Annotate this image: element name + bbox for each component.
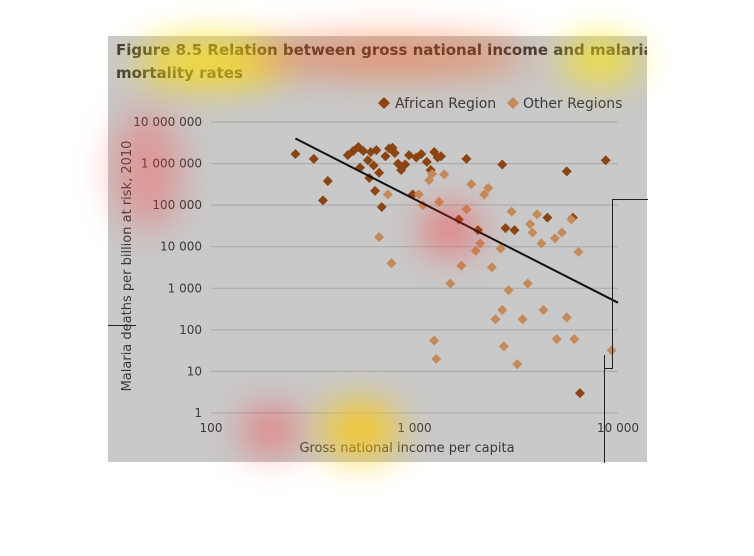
- legend-label-african: African Region: [395, 96, 496, 112]
- african-region-point: [355, 162, 366, 173]
- african-region-point: [416, 148, 427, 159]
- other-regions-point: [536, 238, 547, 249]
- y-tick-label: 1: [194, 406, 202, 420]
- y-tick-label: 10 000: [160, 240, 202, 254]
- gridlines: [211, 121, 618, 414]
- x-axis-label: Gross national income per capita: [299, 441, 514, 456]
- other-regions-point: [434, 196, 445, 207]
- other-regions-point: [498, 341, 509, 352]
- african-region-point: [600, 155, 611, 166]
- other-regions-point: [512, 359, 523, 370]
- other-regions-point: [551, 334, 562, 345]
- african-region-point: [370, 185, 381, 196]
- other-regions-point: [427, 169, 438, 180]
- legend: African Region Other Regions: [378, 96, 622, 112]
- chart-title-line-2: mortality rates: [116, 64, 243, 82]
- other-regions-point: [566, 214, 577, 225]
- other-regions-point: [503, 285, 514, 296]
- other-regions-point: [569, 334, 580, 345]
- african-region-point: [542, 212, 553, 223]
- african-region-point: [308, 153, 319, 164]
- other-regions-point: [495, 243, 506, 254]
- y-tick-label: 100: [179, 323, 202, 337]
- legend-marker-african: [378, 97, 390, 109]
- african-region-point: [376, 202, 387, 213]
- african-region-point: [374, 167, 385, 178]
- edge-line-right-vertical: [612, 199, 613, 369]
- african-region-point: [400, 159, 411, 170]
- other-regions-point: [606, 345, 617, 356]
- other-regions-point: [525, 219, 536, 230]
- african-region-point: [348, 146, 359, 157]
- other-regions-point: [456, 260, 467, 271]
- other-regions-point: [483, 182, 494, 193]
- chart-title-line-1: Figure 8.5 Relation between gross nation…: [116, 41, 647, 59]
- other-regions-point: [561, 312, 572, 323]
- x-tick-label: 10 000: [597, 421, 639, 435]
- african-region-point: [371, 145, 382, 156]
- y-tick-label: 10 000 000: [133, 115, 202, 129]
- african-region-point: [500, 223, 511, 234]
- other-regions-point: [517, 314, 528, 325]
- african-region-point: [380, 151, 391, 162]
- data-points: [290, 142, 617, 399]
- edge-line-right-top: [612, 199, 648, 200]
- african-region-point: [574, 388, 585, 399]
- legend-marker-other: [507, 97, 519, 109]
- y-axis-label: Malaria deaths per billion at risk, 2010: [120, 141, 135, 392]
- other-regions-point: [549, 233, 560, 244]
- other-regions-point: [466, 179, 477, 190]
- edge-line-left: [108, 325, 136, 326]
- chart-figure: Figure 8.5 Relation between gross nation…: [108, 36, 647, 462]
- other-regions-point: [429, 335, 440, 346]
- african-region-point: [389, 147, 400, 158]
- other-regions-point: [527, 227, 538, 238]
- other-regions-point: [573, 246, 584, 257]
- african-region-point: [317, 195, 328, 206]
- other-regions-point: [538, 305, 549, 316]
- edge-line-right-step: [604, 368, 613, 369]
- other-regions-point: [382, 189, 393, 200]
- other-regions-point: [497, 305, 508, 316]
- other-regions-point: [439, 169, 450, 180]
- other-regions-point: [486, 262, 497, 273]
- y-tick-label: 100 000: [152, 198, 202, 212]
- african-region-point: [362, 155, 373, 166]
- other-regions-point: [556, 227, 567, 238]
- african-region-point: [358, 146, 369, 157]
- african-region-point: [353, 142, 364, 153]
- other-regions-point: [479, 189, 490, 200]
- other-regions-point: [386, 258, 397, 269]
- african-region-point: [509, 225, 520, 236]
- other-regions-point: [445, 278, 456, 289]
- african-region-point: [421, 156, 432, 167]
- african-region-point: [461, 153, 472, 164]
- african-region-point: [436, 151, 447, 162]
- y-tick-label: 1 000: [168, 281, 202, 295]
- y-tick-label: 1 000 000: [141, 157, 202, 171]
- y-tick-label: 10: [187, 364, 202, 378]
- african-region-point: [368, 160, 379, 171]
- scatter-chart: Figure 8.5 Relation between gross nation…: [116, 41, 647, 456]
- other-regions-point: [506, 206, 517, 217]
- legend-label-other: Other Regions: [523, 96, 622, 112]
- other-regions-point: [431, 353, 442, 364]
- african-region-point: [404, 150, 415, 161]
- other-regions-point: [522, 278, 533, 289]
- african-region-point: [497, 159, 508, 170]
- y-axis-ticks: 1 10 100 1 000 10 000 100 000 1 000 000 10 000 …: [133, 115, 202, 420]
- african-region-point: [322, 176, 333, 187]
- african-region-point: [290, 148, 301, 159]
- other-regions-point: [413, 189, 424, 200]
- x-axis-ticks: 100 1 000 10 000: [200, 421, 639, 435]
- x-tick-label: 100: [200, 421, 223, 435]
- other-regions-point: [374, 232, 385, 243]
- other-regions-point: [490, 314, 501, 325]
- african-region-point: [561, 166, 572, 177]
- other-regions-point: [532, 209, 543, 220]
- other-regions-point: [461, 204, 472, 215]
- x-tick-label: 1 000: [397, 421, 431, 435]
- edge-line-right-lower: [604, 355, 605, 463]
